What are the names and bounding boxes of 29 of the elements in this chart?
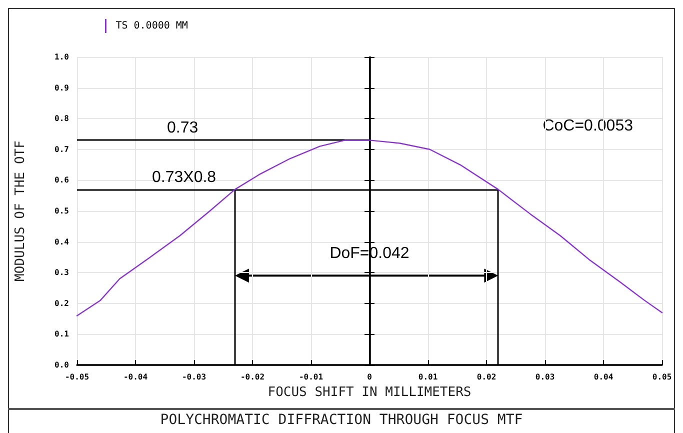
x-tick-label: 0 [367,372,372,382]
y-tick-label: 0.7 [54,144,70,154]
x-tick-label: -0.03 [182,372,206,382]
ref-line-label: 0.73 [167,120,198,137]
x-tick-label: 0.03 [535,372,555,382]
x-tick-label: 0.04 [594,372,614,382]
y-tick-label: 0.1 [54,330,70,339]
annotation: CoC=0.0053 [542,118,634,134]
legend-label: TS 0.0000 MM [116,20,188,32]
x-tick-label: 0.02 [476,372,496,382]
y-tick-label: 0.2 [54,298,70,308]
ref-line-label: 0.73X0.8 [152,168,216,186]
y-tick-label: 0.6 [54,176,70,185]
y-tick-label: 0.0 [54,360,70,370]
x-tick-label: -0.04 [123,372,148,382]
x-tick-label: -0.05 [64,372,90,382]
x-tick-label: 0.01 [418,372,438,382]
y-tick-label: 0.9 [54,83,70,92]
y-axis-title: MODULUS OF THE OTF [13,140,28,282]
y-tick-label: 1.0 [54,52,70,62]
y-tick-label: 0.4 [54,237,70,246]
x-axis-title: FOCUS SHIFT IN MILLIMETERS [268,384,472,400]
x-tick-label: 0.05 [652,372,672,382]
y-tick-label: 0.3 [54,268,70,278]
text: POLYCHROMATIC DIFFRACTION THROUGH FOCUS MTF [8,408,675,433]
y-tick-label: 0.5 [54,206,70,216]
x-tick-label: -0.01 [298,372,324,382]
y-tick-label: 0.8 [54,114,70,124]
x-tick-label: -0.02 [240,372,265,382]
